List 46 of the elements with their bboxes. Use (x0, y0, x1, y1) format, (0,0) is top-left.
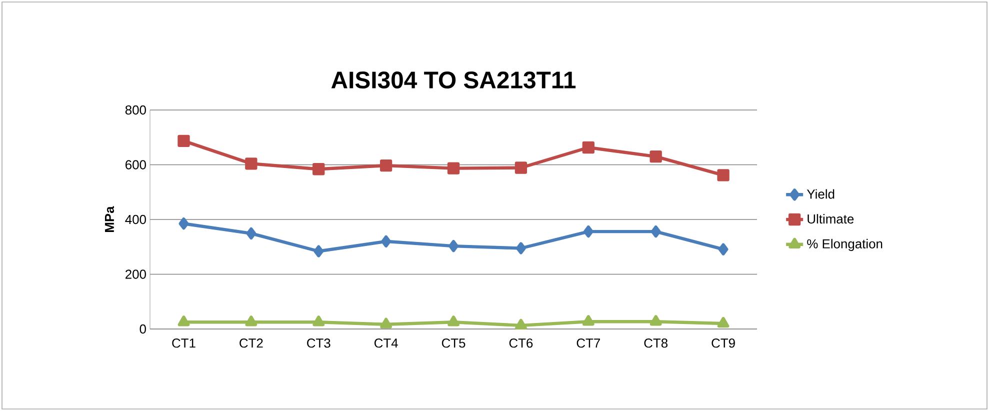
point (514, 162, 528, 174)
x-tick-label: CT3 (307, 338, 330, 348)
legend-label: Ultimate (808, 214, 854, 224)
point (650, 315, 662, 326)
chart-title: AISI304 TO SA213T11 (331, 72, 576, 89)
point (447, 162, 460, 174)
x-tick-label: CT4 (374, 338, 398, 348)
y-tick-label: 400 (125, 214, 146, 224)
y-tick-label: 200 (126, 270, 146, 279)
x-tick-label: CT2 (240, 338, 263, 348)
point (717, 316, 730, 328)
x-tick-label: CT9 (712, 338, 735, 348)
x-tick-label: CT8 (644, 338, 668, 348)
x-tick-label: CT6 (509, 338, 533, 348)
point (448, 240, 458, 252)
point (312, 163, 325, 176)
point (650, 150, 662, 163)
legend-label: Yield (806, 189, 834, 199)
point (312, 316, 325, 326)
point (448, 316, 460, 326)
y-tick-label: 0 (140, 324, 146, 334)
legend-label: % Elongation (807, 238, 882, 251)
y-tick-label: 800 (125, 105, 146, 115)
x-tick-label: CT1 (172, 338, 196, 348)
point (314, 245, 324, 258)
point (178, 316, 190, 326)
point (515, 318, 527, 330)
x-tick-label: CT7 (576, 338, 600, 348)
point (583, 225, 594, 238)
point (245, 158, 258, 170)
x-tick-label: CT5 (442, 338, 466, 348)
y-tick-label: 600 (126, 160, 146, 170)
y-axis-title: MPa (105, 206, 114, 232)
point (718, 243, 728, 256)
point (582, 315, 594, 326)
point (380, 318, 392, 328)
point (650, 225, 661, 238)
point (178, 218, 189, 230)
point (178, 134, 190, 148)
point (717, 169, 730, 182)
point (381, 235, 392, 248)
point (246, 227, 256, 240)
point (516, 242, 526, 254)
point (245, 316, 258, 326)
point (582, 141, 594, 154)
point (380, 159, 392, 172)
